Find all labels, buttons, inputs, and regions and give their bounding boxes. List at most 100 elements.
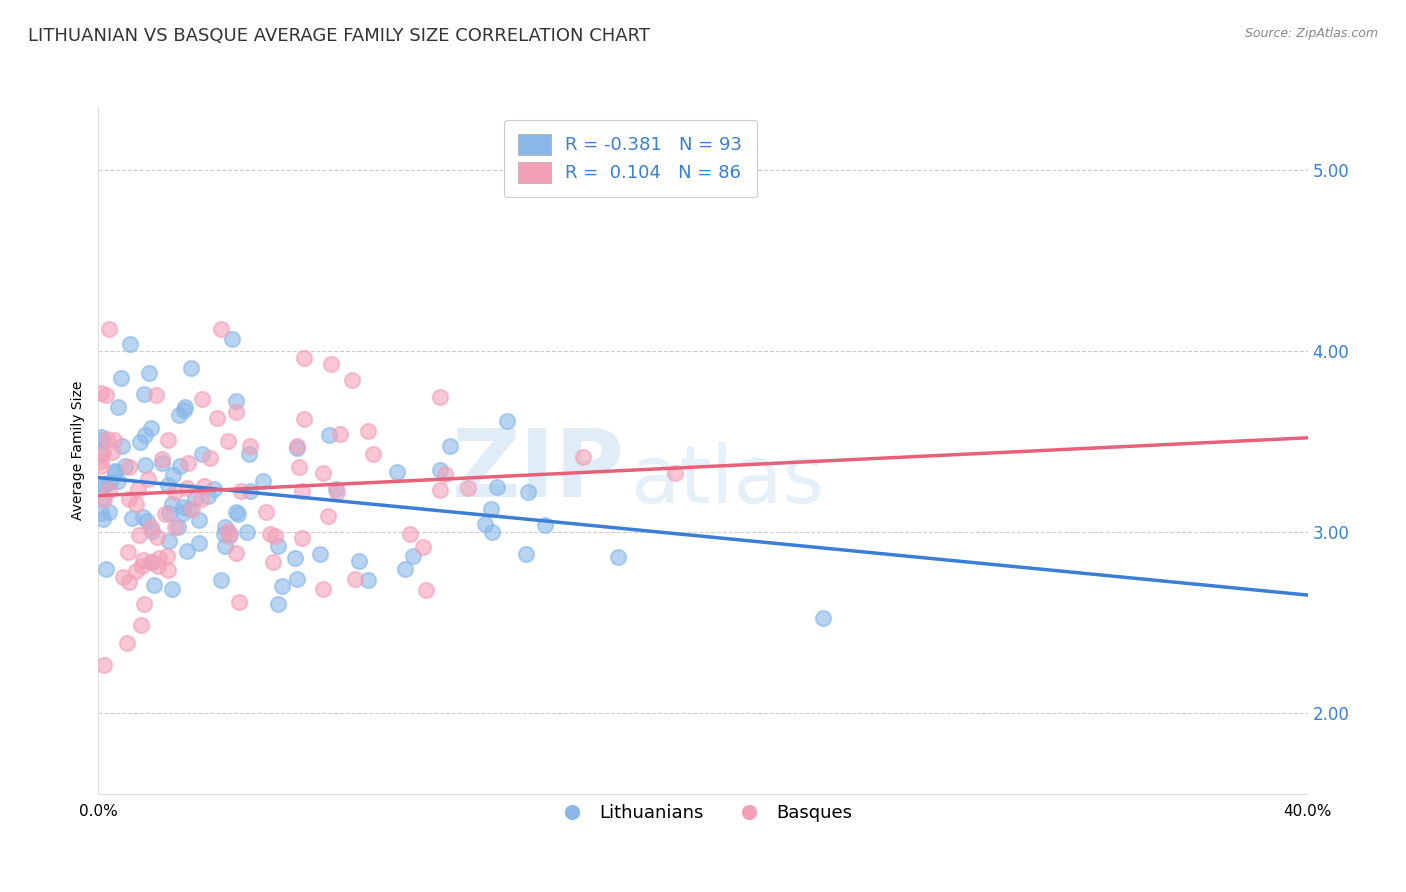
Point [191,392,214,407]
Point [439,440,461,454]
Point [225,546,247,560]
Point [177,501,200,516]
Point [141,421,163,435]
Point [110,371,132,385]
Point [347,554,370,568]
Point [811,611,834,625]
Point [434,467,457,482]
Point [238,447,260,461]
Point [262,555,284,569]
Point [136,472,159,486]
Point [516,485,538,500]
Point [157,563,180,577]
Point [125,497,148,511]
Point [141,524,163,538]
Point [129,618,152,632]
Point [97,483,120,497]
Point [128,528,150,542]
Point [129,434,152,449]
Point [134,428,156,442]
Point [121,511,143,525]
Point [157,534,180,549]
Point [479,502,502,516]
Point [91,446,114,460]
Point [167,520,190,534]
Point [162,468,184,483]
Point [163,485,186,500]
Point [259,527,281,541]
Point [198,450,221,465]
Point [292,411,315,425]
Point [187,536,209,550]
Point [163,519,186,533]
Point [429,463,451,477]
Point [134,458,156,473]
Point [415,583,437,598]
Point [312,467,335,481]
Point [398,527,420,541]
Point [173,403,195,417]
Point [107,401,129,415]
Point [91,477,114,491]
Point [191,447,214,461]
Point [329,426,352,441]
Point [361,447,384,461]
Point [228,595,250,609]
Point [94,388,117,402]
Point [340,373,363,387]
Point [150,452,173,467]
Point [325,482,347,496]
Point [125,564,148,578]
Point [172,500,194,515]
Point [97,505,120,519]
Point [664,466,686,480]
Point [90,506,112,520]
Point [209,573,232,587]
Point [148,551,170,566]
Point [572,450,595,464]
Point [412,540,434,554]
Point [94,562,117,576]
Point [141,520,163,534]
Point [534,517,557,532]
Point [156,549,179,563]
Point [285,572,308,586]
Point [288,459,311,474]
Point [217,524,239,538]
Text: atlas: atlas [630,442,825,520]
Point [252,474,274,488]
Point [607,549,630,564]
Point [218,526,240,541]
Point [118,575,141,590]
Point [225,405,247,419]
Point [115,636,138,650]
Point [429,483,451,497]
Point [120,336,142,351]
Point [104,464,127,478]
Point [114,459,136,474]
Point [177,456,200,470]
Point [193,479,215,493]
Point [97,322,120,336]
Point [326,485,349,500]
Point [156,433,179,447]
Point [312,582,335,597]
Point [285,441,308,455]
Point [90,458,112,473]
Text: Source: ZipAtlas.com: Source: ZipAtlas.com [1244,27,1378,40]
Point [291,532,314,546]
Point [270,579,292,593]
Legend: Lithuanians, Basques: Lithuanians, Basques [547,797,859,830]
Point [91,490,114,504]
Point [485,480,508,494]
Point [174,401,197,415]
Point [91,511,114,525]
Point [157,478,180,492]
Point [111,439,134,453]
Point [209,322,232,336]
Point [162,497,184,511]
Point [188,513,211,527]
Point [218,529,240,543]
Point [90,430,112,444]
Point [167,408,190,422]
